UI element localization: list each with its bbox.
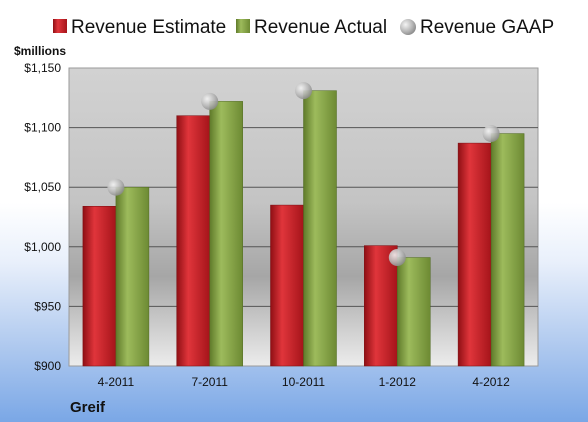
marker-revenue-gaap bbox=[107, 178, 125, 196]
legend-swatch-revenue-actual bbox=[236, 19, 250, 33]
y-axis-tick-labels: $900 $950 $1,000 $1,050 $1,100 $1,150 bbox=[24, 61, 61, 373]
x-tick-label: 4-2011 bbox=[98, 375, 135, 389]
y-tick-label: $950 bbox=[34, 299, 61, 313]
legend-swatch-revenue-estimate bbox=[53, 19, 67, 33]
bar-revenue-actual bbox=[209, 101, 243, 367]
legend-marker-revenue-gaap bbox=[400, 19, 416, 35]
marker-revenue-gaap bbox=[482, 125, 500, 143]
x-tick-label: 4-2012 bbox=[472, 375, 510, 389]
y-axis-unit-label: $millions bbox=[14, 44, 66, 58]
legend-item-revenue-actual: Revenue Actual bbox=[236, 17, 387, 38]
legend: Revenue Estimate Revenue Actual Revenue … bbox=[53, 17, 554, 38]
bar-revenue-actual bbox=[303, 90, 337, 367]
gaap-markers bbox=[107, 82, 500, 267]
x-tick-label: 1-2012 bbox=[379, 375, 417, 389]
bar-revenue-actual bbox=[115, 186, 150, 367]
bar-revenue-actual bbox=[397, 257, 431, 367]
legend-item-revenue-gaap: Revenue GAAP bbox=[400, 17, 554, 38]
y-tick-label: $1,100 bbox=[24, 121, 61, 135]
legend-label-revenue-estimate: Revenue Estimate bbox=[71, 17, 226, 38]
legend-label-revenue-gaap: Revenue GAAP bbox=[420, 17, 554, 38]
x-tick-label: 7-2011 bbox=[191, 375, 228, 389]
legend-label-revenue-actual: Revenue Actual bbox=[254, 17, 387, 38]
marker-revenue-gaap bbox=[201, 92, 219, 110]
marker-revenue-gaap bbox=[388, 249, 406, 267]
marker-revenue-gaap bbox=[295, 82, 312, 100]
y-tick-label: $900 bbox=[34, 359, 61, 373]
y-tick-label: $1,050 bbox=[24, 180, 61, 194]
bar-revenue-estimate bbox=[82, 206, 117, 367]
x-tick-label: 10-2011 bbox=[282, 375, 325, 389]
bar-revenue-estimate bbox=[457, 142, 492, 367]
bar-revenue-estimate bbox=[176, 115, 210, 367]
legend-item-revenue-estimate: Revenue Estimate bbox=[53, 17, 226, 38]
company-name: Greif bbox=[70, 399, 106, 416]
x-axis-tick-labels: 4-2011 7-2011 10-2011 1-2012 4-2012 bbox=[98, 375, 510, 389]
y-tick-label: $1,000 bbox=[24, 240, 61, 254]
bars bbox=[82, 90, 525, 367]
bar-revenue-actual bbox=[490, 133, 525, 367]
y-tick-label: $1,150 bbox=[24, 61, 61, 75]
bar-revenue-estimate bbox=[270, 204, 304, 367]
